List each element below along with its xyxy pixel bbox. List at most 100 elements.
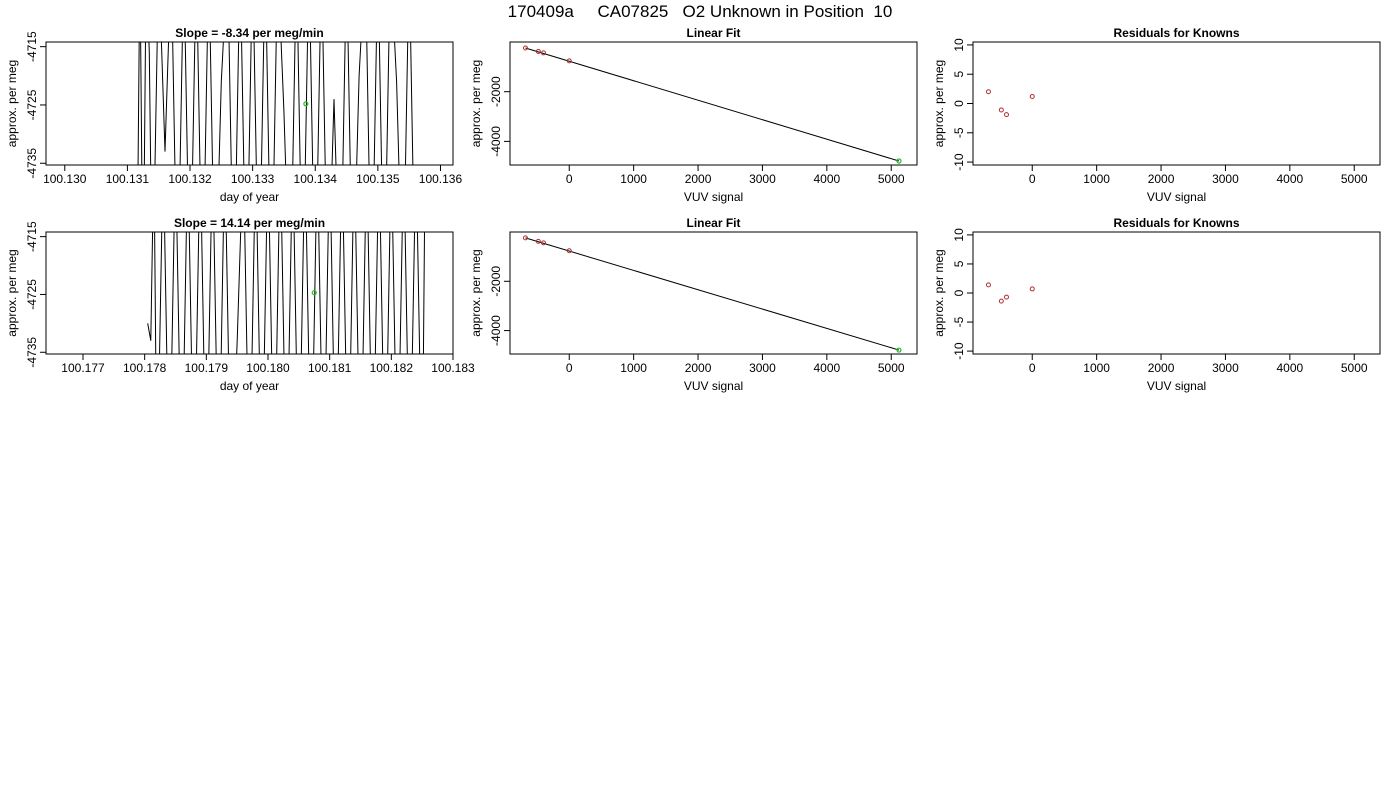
- x-axis-label: VUV signal: [684, 379, 743, 393]
- panel-title: Residuals for Knowns: [1113, 26, 1239, 40]
- known-point: [522, 45, 528, 51]
- panel-title: Linear Fit: [686, 216, 740, 230]
- x-tick-label: 4000: [1276, 361, 1303, 375]
- plot-frame: [45, 41, 454, 166]
- y-tick-label: -5: [952, 316, 966, 327]
- y-tick-label: -4735: [25, 148, 39, 179]
- x-tick-label: 1000: [1083, 361, 1110, 375]
- x-axis-label: VUV signal: [1147, 190, 1206, 204]
- plot-area: [522, 235, 902, 353]
- x-tick-label: 5000: [878, 361, 905, 375]
- unknown-point: [896, 158, 902, 164]
- x-tick-label: 3000: [749, 361, 776, 375]
- plot-area: [985, 282, 1035, 304]
- x-tick-label: 1000: [620, 172, 647, 186]
- x-axis-label: day of year: [220, 190, 279, 204]
- x-tick-label: 2000: [1148, 361, 1175, 375]
- y-tick-label: -10: [952, 342, 966, 360]
- x-tick-label: 100.179: [185, 361, 229, 375]
- x-tick-label: 2000: [685, 361, 712, 375]
- known-point: [1029, 93, 1035, 99]
- x-tick-label: 100.182: [370, 361, 414, 375]
- known-point: [522, 235, 528, 241]
- y-tick-label: -4000: [489, 315, 503, 346]
- y-tick-label: 0: [952, 289, 966, 296]
- y-axis-label: approx. per meg: [932, 249, 946, 336]
- plot-area: [137, 42, 414, 165]
- y-tick-label: 5: [952, 71, 966, 78]
- y-axis-label: approx. per meg: [469, 249, 483, 336]
- panel-title: Slope = -8.34 per meg/min: [175, 26, 323, 40]
- known-point: [540, 50, 546, 56]
- known-point: [985, 89, 991, 95]
- plot-area: [522, 45, 902, 164]
- known-point: [535, 48, 541, 54]
- x-tick-label: 0: [1029, 361, 1036, 375]
- fit-line: [525, 47, 900, 162]
- panel-title: Slope = 14.14 per meg/min: [174, 216, 325, 230]
- fit-line: [525, 237, 900, 351]
- x-tick-label: 3000: [749, 172, 776, 186]
- series-line: [137, 42, 414, 165]
- plot-area: [147, 232, 425, 354]
- y-axis-label: approx. per meg: [469, 60, 483, 147]
- x-tick-label: 100.136: [419, 172, 463, 186]
- y-tick-label: 5: [952, 260, 966, 267]
- plot-frame: [509, 231, 918, 355]
- known-point: [566, 58, 572, 64]
- y-tick-label: 0: [952, 100, 966, 107]
- plot-frame: [972, 41, 1381, 166]
- x-tick-label: 100.135: [356, 172, 400, 186]
- known-point: [1003, 294, 1009, 300]
- x-tick-label: 100.177: [61, 361, 105, 375]
- x-tick-label: 0: [566, 172, 573, 186]
- panel-title: Residuals for Knowns: [1113, 216, 1239, 230]
- known-point: [540, 240, 546, 246]
- x-tick-label: 100.131: [106, 172, 150, 186]
- x-tick-label: 5000: [1341, 361, 1368, 375]
- x-tick-label: 100.181: [308, 361, 352, 375]
- panel-row2-timeseries: Slope = 14.14 per meg/min 100.177 100.178 1…: [5, 216, 475, 393]
- y-axis-label: approx. per meg: [5, 249, 19, 336]
- panel-row2-residuals: Residuals for Knowns 0 1000 2000 3000 4000 500…: [932, 216, 1381, 393]
- x-tick-label: 3000: [1212, 172, 1239, 186]
- panel-title: Linear Fit: [686, 26, 740, 40]
- y-tick-label: -2000: [489, 266, 503, 297]
- x-tick-label: 100.132: [168, 172, 212, 186]
- x-tick-label: 5000: [1341, 172, 1368, 186]
- y-tick-label: 10: [952, 38, 966, 52]
- unknown-point: [303, 101, 309, 107]
- x-tick-label: 4000: [1276, 172, 1303, 186]
- x-axis-label: day of year: [220, 379, 279, 393]
- unknown-point: [311, 290, 317, 296]
- x-tick-label: 5000: [878, 172, 905, 186]
- plot-frame: [45, 231, 454, 355]
- panel-row2-linear-fit: Linear Fit 0 1000 2000 3000 4000 5000 VUV signa…: [469, 216, 918, 393]
- x-tick-label: 0: [566, 361, 573, 375]
- plot-frame: [972, 231, 1381, 355]
- plot-frame: [509, 41, 918, 166]
- series-line: [147, 232, 425, 354]
- y-tick-label: -5: [952, 127, 966, 138]
- y-tick-label: -4725: [25, 279, 39, 310]
- x-tick-label: 100.183: [431, 361, 475, 375]
- known-point: [1029, 286, 1035, 292]
- x-tick-label: 1000: [620, 361, 647, 375]
- y-tick-label: -4000: [489, 126, 503, 157]
- y-tick-label: 10: [952, 228, 966, 242]
- known-point: [535, 238, 541, 244]
- x-tick-label: 2000: [685, 172, 712, 186]
- x-tick-label: 1000: [1083, 172, 1110, 186]
- x-tick-label: 3000: [1212, 361, 1239, 375]
- y-tick-label: -4715: [25, 221, 39, 252]
- figure-title: 170409a CA07825 O2 Unknown in Position 1…: [507, 2, 893, 21]
- y-tick-label: -10: [952, 153, 966, 171]
- x-tick-label: 4000: [813, 172, 840, 186]
- x-tick-label: 100.134: [294, 172, 338, 186]
- y-axis-label: approx. per meg: [932, 60, 946, 147]
- plot-area: [985, 89, 1035, 118]
- x-tick-label: 100.130: [43, 172, 87, 186]
- y-tick-label: -2000: [489, 76, 503, 107]
- x-axis-label: VUV signal: [1147, 379, 1206, 393]
